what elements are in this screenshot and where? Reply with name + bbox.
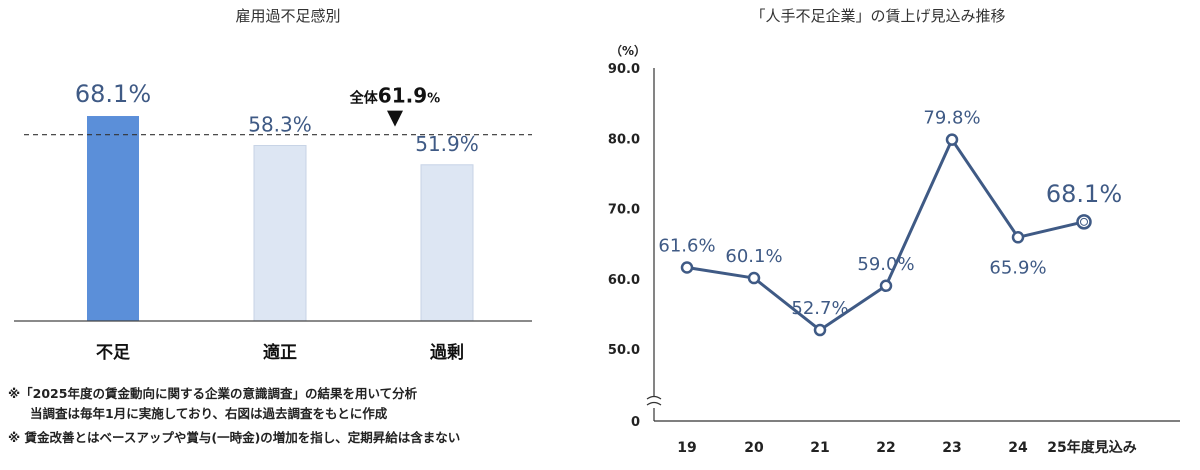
point-value-label: 61.6% <box>658 236 715 257</box>
bar-value-label: 58.3% <box>248 113 312 137</box>
bar-value-label: 51.9% <box>415 132 479 156</box>
bar-過剰 <box>420 164 474 322</box>
x-tick-label: 25年度見込み <box>1047 439 1136 456</box>
axis-break-icon <box>646 395 662 406</box>
point-value-label: 59.0% <box>857 254 914 275</box>
footnotes: ※「2025年度の賃金動向に関する企業の意識調査」の結果を用いて分析 当調査は毎… <box>8 384 608 448</box>
x-tick-label: 24 <box>1008 440 1028 456</box>
point-value-label: 79.8% <box>923 108 980 129</box>
y-tick-label: 60.0 <box>608 273 640 288</box>
footnote-1-continued: 当調査は毎年1月に実施しており、右図は過去調査をもとに作成 <box>30 406 388 421</box>
data-point <box>747 271 761 285</box>
bar-category-label: 適正 <box>263 342 297 363</box>
x-tick-label: 21 <box>810 440 829 456</box>
x-tick-label: 23 <box>942 440 961 456</box>
point-value-label: 60.1% <box>725 246 782 267</box>
point-value-label: 65.9% <box>989 257 1046 278</box>
data-point <box>680 261 694 274</box>
point-value-label: 52.7% <box>791 298 848 319</box>
y-tick-label: 70.0 <box>608 203 640 218</box>
series-line <box>686 138 1085 332</box>
data-point <box>945 133 959 146</box>
x-tick-label: 20 <box>744 440 764 456</box>
data-point <box>1011 231 1025 244</box>
reference-arrow-icon <box>387 110 403 127</box>
y-axis-unit: （%） <box>610 43 646 58</box>
footnote-2: ※ 賃金改善とはベースアップや賞与(一時金)の増加を指し、定期昇給は含まない <box>8 430 461 445</box>
line-chart-title: 「人手不足企業」の賃上げ見込み推移 <box>750 7 1005 25</box>
bar-適正 <box>253 145 307 322</box>
y-tick-label: 50.0 <box>608 343 640 358</box>
data-point-inner-ring <box>1080 217 1088 226</box>
x-tick-label: 22 <box>876 440 895 456</box>
data-point <box>879 279 893 293</box>
y-tick-label: 90.0 <box>608 62 640 77</box>
bar-category-label: 過剰 <box>430 343 464 363</box>
line-chart: 「人手不足企業」の賃上げ見込み推移 （%） 90.0 80.0 70.0 60.0 50… <box>608 7 1180 456</box>
bar-category-label: 不足 <box>96 343 130 363</box>
bar-chart-title: 雇用過不足感別 <box>235 7 340 25</box>
reference-label-prefix: 全体 <box>349 90 379 107</box>
y-tick-label: 0 <box>631 415 640 430</box>
footnote-1: ※「2025年度の賃金動向に関する企業の意識調査」の結果を用いて分析 <box>8 386 418 401</box>
data-point <box>1076 214 1092 230</box>
bar-value-label: 68.1% <box>75 80 151 108</box>
bar-不足 <box>87 116 139 321</box>
reference-label: 全体61.9% <box>349 84 440 108</box>
reference-label-unit: % <box>427 92 440 107</box>
data-point <box>813 323 827 337</box>
y-tick-label: 80.0 <box>608 132 640 147</box>
bar-chart: 雇用過不足感別 68.1% 不足 58.3% 適正 51.9% 過剰 全体61.9% <box>14 7 532 363</box>
point-value-label: 68.1% <box>1046 180 1122 208</box>
reference-label-value: 61.9 <box>378 84 427 108</box>
x-tick-label: 19 <box>677 440 696 456</box>
